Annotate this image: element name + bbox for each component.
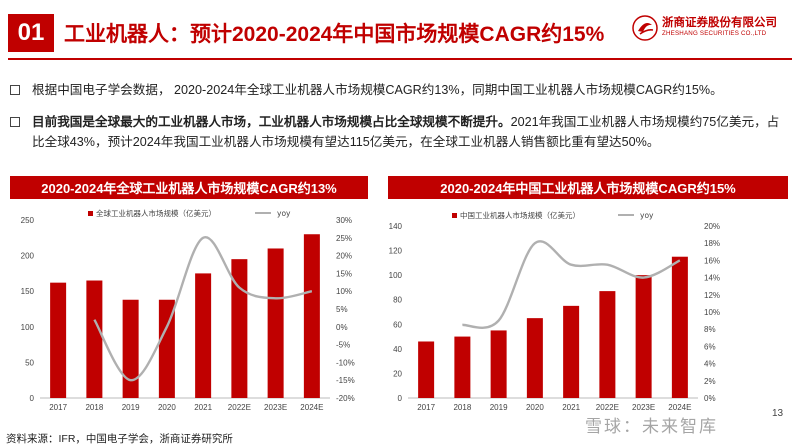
bullet-point-1: 根据中国电子学会数据， 2020-2024年全球工业机器人市场规模CAGR约13… xyxy=(10,80,790,100)
y-left-tick-label: 0 xyxy=(398,394,403,403)
y-right-tick-label: 8% xyxy=(704,325,716,334)
y-left-tick-label: 80 xyxy=(393,296,402,305)
bullet-text-2-rest: 2021年我国工业机器人市场规模约75亿美元，占比全球43%，预计2024年我国… xyxy=(32,115,780,149)
bullet-text-1: 根据中国电子学会数据， 2020-2024年全球工业机器人市场规模CAGR约13… xyxy=(32,83,723,97)
y-right-tick-label: 10% xyxy=(336,287,352,296)
x-tick-label: 2019 xyxy=(122,403,140,412)
bar xyxy=(303,234,320,398)
y-right-tick-label: -5% xyxy=(336,341,350,350)
chart-title-global: 2020-2024年全球工业机器人市场规模CAGR约13% xyxy=(10,176,368,199)
y-right-tick-label: 12% xyxy=(704,291,720,300)
y-right-tick-label: 15% xyxy=(336,269,352,278)
logo-mark-icon xyxy=(632,15,658,41)
y-left-tick-label: 100 xyxy=(21,323,35,332)
y-left-tick-label: 100 xyxy=(389,271,403,280)
page-title: 工业机器人：预计2020-2024年中国市场规模CAGR约15% xyxy=(64,23,605,46)
x-tick-label: 2024E xyxy=(300,403,323,412)
legend-bar-swatch xyxy=(452,213,457,218)
bar xyxy=(158,299,175,398)
x-tick-label: 2024E xyxy=(668,403,691,412)
bullet-text-2-bold: 目前我国是全球最大的工业机器人市场，工业机器人市场规模占比全球规模不断提升。 xyxy=(32,115,511,129)
y-right-tick-label: -15% xyxy=(336,376,355,385)
x-tick-label: 2018 xyxy=(453,403,471,412)
y-left-tick-label: 50 xyxy=(25,358,34,367)
bar xyxy=(635,275,652,398)
china-market-chart: 0 20 40 60 80 100 120 140 0% 2% 4% 6% 8% 10% 12% 14% 16%… xyxy=(389,210,720,412)
legend-line-label: yoy xyxy=(277,209,291,218)
y-left-tick-label: 140 xyxy=(389,222,403,231)
y-left-tick-label: 250 xyxy=(21,216,35,225)
bar xyxy=(195,273,212,398)
watermark: 雪球：未来智库 xyxy=(585,417,718,436)
bullet-square-icon xyxy=(10,117,20,127)
chart-title-china: 2020-2024年中国工业机器人市场规模CAGR约15% xyxy=(388,176,788,199)
page-number: 13 xyxy=(772,408,784,419)
y-right-tick-label: 10% xyxy=(704,308,720,317)
y-right-tick-label: 6% xyxy=(704,342,716,351)
y-right-tick-label: 20% xyxy=(704,222,720,231)
y-left-tick-label: 0 xyxy=(30,394,35,403)
x-tick-label: 2019 xyxy=(490,403,508,412)
logo-chinese-name: 浙商证券股份有限公司 xyxy=(662,17,777,29)
bar xyxy=(267,248,284,398)
y-right-tick-label: 25% xyxy=(336,234,352,243)
y-left-tick-label: 120 xyxy=(389,247,403,256)
bar xyxy=(231,259,248,398)
legend-bar-swatch xyxy=(88,211,93,216)
legend-line-label: yoy xyxy=(640,211,654,220)
bar xyxy=(490,330,507,398)
bar xyxy=(563,305,580,398)
y-right-tick-label: 2% xyxy=(704,377,716,386)
bar xyxy=(122,299,139,398)
x-tick-label: 2020 xyxy=(526,403,544,412)
y-left-tick-label: 20 xyxy=(393,369,402,378)
header-divider xyxy=(8,58,792,60)
bullet-square-icon xyxy=(10,85,20,95)
x-tick-label: 2022E xyxy=(228,403,251,412)
y-left-tick-label: 200 xyxy=(21,252,35,261)
yoy-line xyxy=(93,236,313,382)
legend-bar-label: 全球工业机器人市场规模（亿美元） xyxy=(96,208,216,218)
y-right-tick-label: 16% xyxy=(704,256,720,265)
y-right-tick-label: 4% xyxy=(704,360,716,369)
y-right-tick-label: -20% xyxy=(336,394,355,403)
source-note: 资料来源：IFR，中国电子学会，浙商证券研究所 xyxy=(6,433,233,445)
y-left-tick-label: 40 xyxy=(393,345,402,354)
company-logo: 浙商证券股份有限公司 ZHESHANG SECURITIES CO.,LTD xyxy=(632,12,792,48)
bar xyxy=(526,318,543,398)
x-tick-label: 2020 xyxy=(158,403,176,412)
bar xyxy=(454,336,471,398)
x-tick-label: 2018 xyxy=(85,403,103,412)
y-right-tick-label: 30% xyxy=(336,216,352,225)
y-left-tick-label: 150 xyxy=(21,287,35,296)
bar xyxy=(50,282,67,398)
bar xyxy=(671,256,688,398)
y-right-tick-label: -10% xyxy=(336,358,355,367)
y-left-tick-label: 60 xyxy=(393,320,402,329)
yoy-line xyxy=(462,240,681,329)
x-tick-label: 2017 xyxy=(417,403,435,412)
x-tick-label: 2022E xyxy=(596,403,619,412)
bar xyxy=(418,341,435,398)
y-right-tick-label: 20% xyxy=(336,252,352,261)
y-right-tick-label: 5% xyxy=(336,305,348,314)
y-right-tick-label: 0% xyxy=(704,394,716,403)
y-right-tick-label: 0% xyxy=(336,323,348,332)
x-tick-label: 2021 xyxy=(194,403,212,412)
bullet-text-2: 目前我国是全球最大的工业机器人市场，工业机器人市场规模占比全球规模不断提升。20… xyxy=(10,112,790,152)
x-tick-label: 2021 xyxy=(562,403,580,412)
bar xyxy=(599,291,616,398)
bar xyxy=(86,280,103,398)
y-right-tick-label: 14% xyxy=(704,274,720,283)
global-market-chart: 0 50 100 150 200 250 -20% -15% -10% -5% 0% 5% 10% 15%… xyxy=(21,208,355,412)
x-tick-label: 2023E xyxy=(264,403,287,412)
y-right-tick-label: 18% xyxy=(704,239,720,248)
bullet-point-2: 目前我国是全球最大的工业机器人市场，工业机器人市场规模占比全球规模不断提升。20… xyxy=(10,112,790,152)
legend-bar-label: 中国工业机器人市场规模（亿美元） xyxy=(460,210,580,220)
logo-english-name: ZHESHANG SECURITIES CO.,LTD xyxy=(662,30,767,37)
x-tick-label: 2023E xyxy=(632,403,655,412)
x-tick-label: 2017 xyxy=(49,403,67,412)
section-number: 01 xyxy=(8,14,54,52)
